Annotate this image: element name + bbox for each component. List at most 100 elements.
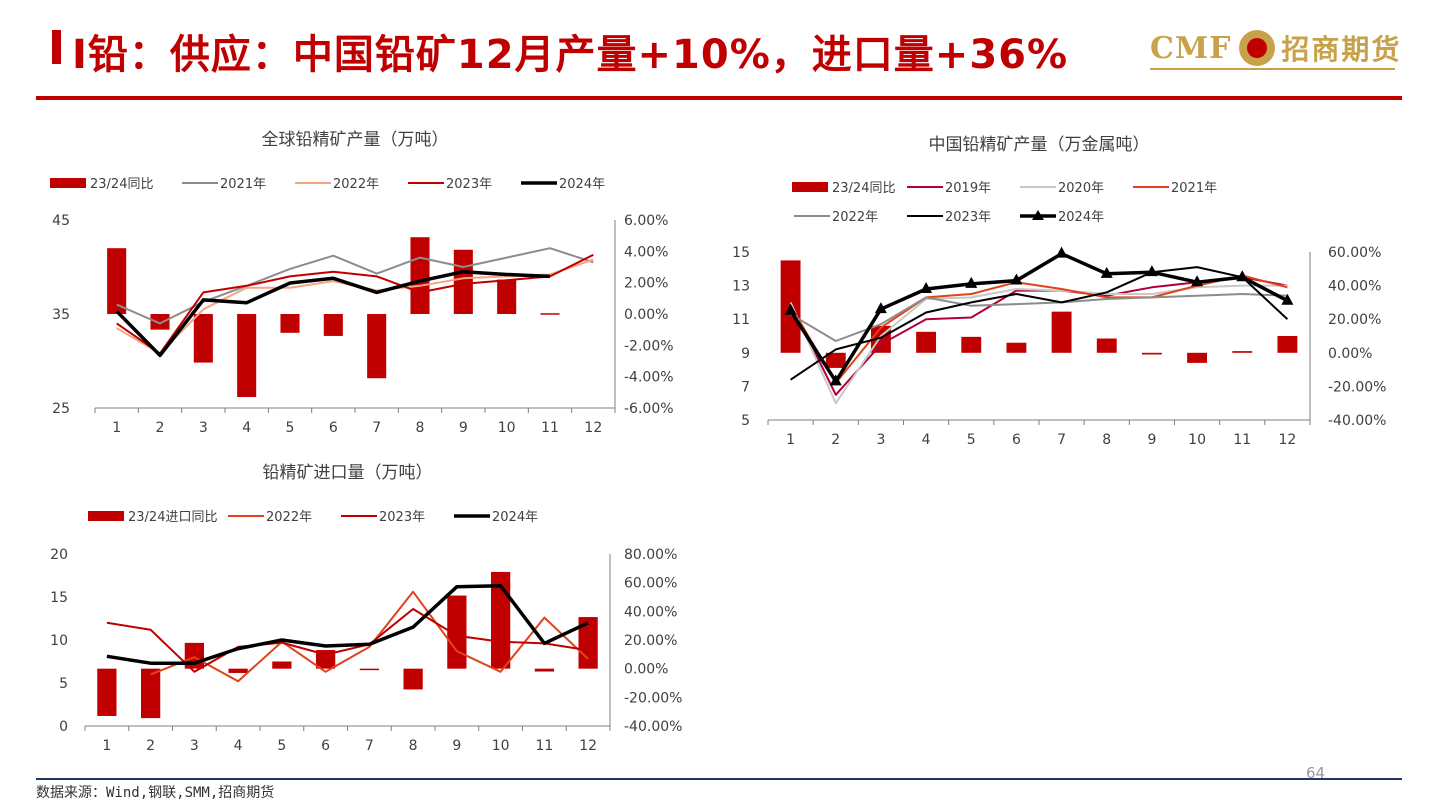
series-line-5 <box>789 251 1289 384</box>
x-tick-label: 3 <box>876 432 885 448</box>
yoy-bar <box>403 668 423 690</box>
x-tick-label: 12 <box>584 420 602 436</box>
logo-emblem-icon <box>1239 30 1276 66</box>
y-tick-label: 13 <box>732 279 750 295</box>
series-marker <box>874 302 887 314</box>
yoy-bar <box>316 650 336 669</box>
legend-label: 2023年 <box>945 210 991 225</box>
y-tick-label: 9 <box>741 346 750 362</box>
y-tick-label: 0 <box>59 719 68 735</box>
y-tick-label: 15 <box>50 590 68 606</box>
y2-tick-label: 80.00% <box>624 547 677 563</box>
x-tick-label: 12 <box>579 738 597 754</box>
legend-label: 2019年 <box>945 181 991 196</box>
yoy-bar <box>410 237 430 314</box>
y-tick-label: 5 <box>59 676 68 692</box>
series-line-2 <box>106 584 589 665</box>
yoy-bar <box>1051 311 1072 353</box>
page-number: 64 <box>1306 764 1326 782</box>
legend-label: 2023年 <box>446 177 492 192</box>
y-tick-label: 10 <box>50 633 68 649</box>
yoy-bar <box>1006 342 1027 353</box>
series-marker <box>1100 266 1113 278</box>
data-source: 数据来源：Wind,钢联,SMM,招商期货 <box>36 785 275 801</box>
x-tick-label: 2 <box>831 432 840 448</box>
legend-label: 2024年 <box>1058 210 1104 225</box>
footer-divider <box>36 778 1402 780</box>
yoy-bar <box>107 248 127 314</box>
y2-tick-label: 0.00% <box>624 307 668 323</box>
legend-label: 23/24同比 <box>90 177 153 192</box>
x-tick-label: 4 <box>242 420 251 436</box>
legend-marker <box>1032 210 1044 220</box>
chart-title: 铅精矿进口量（万吨） <box>263 463 433 483</box>
y2-tick-label: 60.00% <box>1328 245 1381 261</box>
yoy-bar <box>453 249 473 314</box>
title-accent-bar <box>52 30 61 64</box>
series-line-1 <box>789 284 1288 405</box>
legend-swatch-bar <box>792 182 828 192</box>
legend-label: 2021年 <box>1171 181 1217 196</box>
series-line-0 <box>150 590 589 683</box>
x-tick-label: 6 <box>1012 432 1021 448</box>
y2-tick-label: 40.00% <box>624 604 677 620</box>
x-tick-label: 12 <box>1279 432 1297 448</box>
x-tick-label: 5 <box>286 420 295 436</box>
yoy-bar <box>961 336 982 353</box>
x-tick-label: 6 <box>321 738 330 754</box>
x-tick-label: 6 <box>329 420 338 436</box>
legend-swatch-bar <box>88 511 124 521</box>
yoy-bar <box>578 617 598 669</box>
legend-label: 2021年 <box>220 177 266 192</box>
y2-tick-label: -40.00% <box>1328 413 1386 429</box>
series-marker <box>1055 246 1068 258</box>
x-tick-label: 7 <box>1057 432 1066 448</box>
series-marker <box>1145 265 1158 277</box>
yoy-bar <box>237 314 257 398</box>
logo-text: 招商期货 <box>1281 33 1402 66</box>
x-tick-label: 8 <box>416 420 425 436</box>
chart-china-lead-ore-output: 中国铅精矿产量（万金属吨） 23/24同比 2019年 2020年 2021年 2022年… <box>732 135 1386 448</box>
y2-tick-label: -20.00% <box>1328 379 1386 395</box>
series-marker <box>1010 273 1023 285</box>
y2-tick-label: 60.00% <box>624 576 677 592</box>
y-tick-label: 20 <box>50 547 68 563</box>
title-divider <box>36 96 1402 100</box>
brand-logo: CMF 招商期货 <box>1150 26 1401 70</box>
y2-tick-label: 20.00% <box>624 633 677 649</box>
y-tick-label: 5 <box>741 413 750 429</box>
y-tick-label: 15 <box>732 245 750 261</box>
x-tick-label: 2 <box>156 420 165 436</box>
y-tick-label: 35 <box>52 307 70 323</box>
series-line-3 <box>790 293 1288 342</box>
yoy-bar <box>916 331 937 353</box>
yoy-bar <box>228 668 248 673</box>
x-tick-label: 9 <box>459 420 468 436</box>
series-line-2 <box>789 274 1288 384</box>
y2-tick-label: -2.00% <box>624 338 674 354</box>
yoy-bar <box>534 668 554 672</box>
x-tick-label: 9 <box>1147 432 1156 448</box>
chart-title: 全球铅精矿产量（万吨） <box>262 130 449 150</box>
y2-tick-label: 40.00% <box>1328 279 1381 295</box>
legend-label: 2020年 <box>1058 181 1104 196</box>
yoy-bar <box>540 313 560 315</box>
yoy-bar <box>323 314 343 336</box>
yoy-bar <box>1096 338 1117 353</box>
x-tick-label: 7 <box>372 420 381 436</box>
logo-underline <box>1150 68 1395 70</box>
yoy-bar <box>1232 351 1253 353</box>
x-tick-label: 10 <box>498 420 516 436</box>
legend-label: 2022年 <box>266 510 312 525</box>
y2-tick-label: 6.00% <box>624 213 668 229</box>
y2-tick-label: 2.00% <box>624 276 668 292</box>
x-tick-label: 3 <box>190 738 199 754</box>
x-tick-label: 9 <box>452 738 461 754</box>
x-tick-label: 5 <box>967 432 976 448</box>
legend-label: 2022年 <box>333 177 379 192</box>
x-tick-label: 2 <box>146 738 155 754</box>
series-line-2 <box>116 253 594 355</box>
x-tick-label: 8 <box>409 738 418 754</box>
